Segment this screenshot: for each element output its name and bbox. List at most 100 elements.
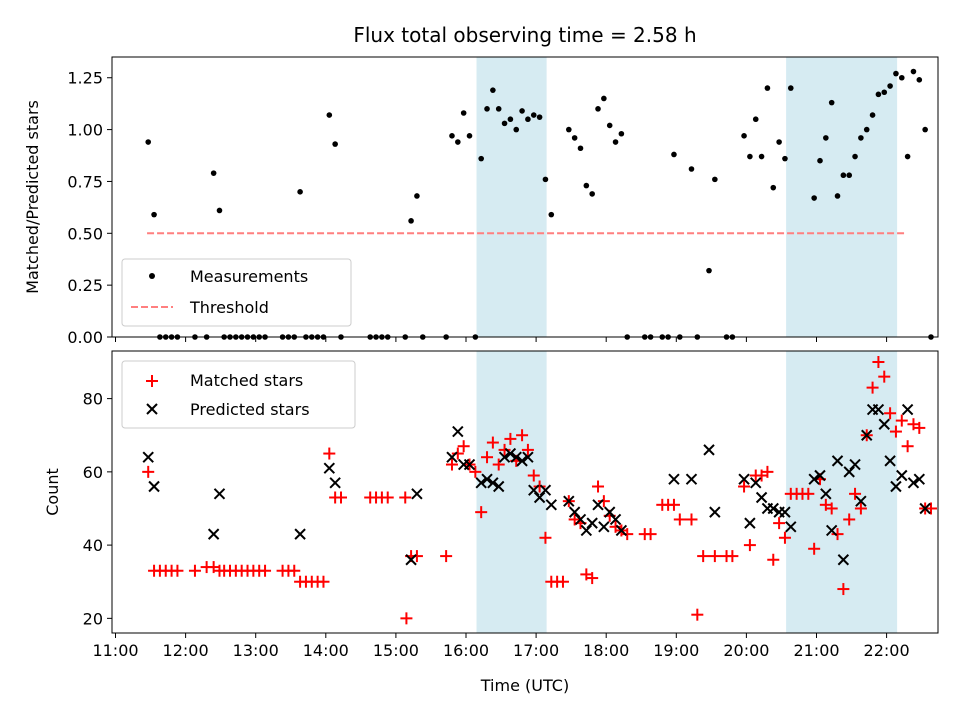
predicted-point-b xyxy=(837,554,850,566)
chart-title: Flux total observing time = 2.58 h xyxy=(353,23,696,47)
top-panel: 0.00 0.25 0.50 0.75 1.00 1.25 Matched/Predict… xyxy=(23,56,939,347)
measurement-point xyxy=(478,155,484,162)
bottom-legend-box xyxy=(121,360,356,429)
matched-point xyxy=(773,517,786,530)
predicted-point xyxy=(872,403,885,416)
matched-point xyxy=(586,572,599,585)
predicted-point-b xyxy=(592,499,604,511)
predicted-point-b xyxy=(481,473,493,485)
predicted-point xyxy=(446,451,458,463)
predicted-point xyxy=(411,488,423,500)
measurement-point xyxy=(606,122,613,129)
matched-point xyxy=(831,528,844,541)
predicted-point xyxy=(510,451,522,463)
predicted-point xyxy=(598,521,610,533)
predicted-point xyxy=(592,499,604,511)
predicted-point xyxy=(750,477,762,489)
predicted-point xyxy=(825,524,838,537)
measurement-point xyxy=(922,126,928,133)
measurement-point xyxy=(566,126,572,133)
highlight-interval-1 xyxy=(786,351,898,633)
legend-marker-measurements xyxy=(149,273,155,279)
measurement-point xyxy=(688,166,695,172)
predicted-point-b xyxy=(615,524,628,537)
measurement-point xyxy=(490,87,496,93)
top-axes-frame xyxy=(111,56,939,338)
measurement-point xyxy=(898,74,905,81)
x-tick-label: 14:00 xyxy=(303,641,349,660)
predicted-point-b xyxy=(329,477,341,489)
legend-marker-matched xyxy=(146,375,158,387)
matched-point xyxy=(259,564,272,577)
matched-point xyxy=(708,550,721,563)
measurement-point xyxy=(904,153,911,160)
matched-point xyxy=(878,370,891,383)
measurement-point xyxy=(589,191,595,197)
measurement-point xyxy=(571,135,578,141)
bottom-panel: 11:00 12:00 13:00 14:00 15:00 16:00 17:00 18:00… xyxy=(43,350,939,695)
predicted-point-b xyxy=(603,506,616,518)
measurement-point xyxy=(770,184,777,191)
measurement-point xyxy=(583,182,590,189)
predicted-point xyxy=(528,484,540,496)
matched-point xyxy=(895,414,908,427)
measurement-point xyxy=(787,85,794,91)
predicted-point xyxy=(744,517,756,529)
matched-point xyxy=(457,440,470,453)
bottom-x-ticks: 11:00 12:00 13:00 14:00 15:00 16:00 17:00 18:00… xyxy=(92,633,910,660)
legend-marker-predicted xyxy=(146,403,158,415)
predicted-point xyxy=(738,473,750,485)
measurement-point xyxy=(811,195,817,201)
x-tick-label: 20:00 xyxy=(723,641,769,660)
matched-point xyxy=(334,491,347,504)
predicted-point xyxy=(493,480,505,493)
measurement-point xyxy=(326,112,333,118)
predicted-point xyxy=(516,455,528,467)
predicted-point-b xyxy=(475,477,487,489)
legend-label-measurements: Measurements xyxy=(190,267,308,286)
measurement-point xyxy=(507,116,514,123)
matched-point xyxy=(142,465,155,478)
top-legend-box xyxy=(121,258,352,327)
matched-point xyxy=(400,612,413,625)
top-highlight-layer xyxy=(476,57,898,337)
predicted-point-b xyxy=(522,451,534,463)
measurement-point xyxy=(852,153,858,160)
x-tick-label: 17:00 xyxy=(513,641,559,660)
y-tick-label: 20 xyxy=(83,609,103,628)
matched-point xyxy=(451,447,464,460)
measurement-point xyxy=(455,139,461,145)
predicted-point-b xyxy=(510,451,522,463)
measurement-point xyxy=(210,170,217,176)
matched-point xyxy=(726,550,739,563)
matched-point xyxy=(825,502,838,515)
top-y-axis-label: Matched/Predicted stars xyxy=(23,100,42,294)
y-tick-label: 80 xyxy=(83,390,103,409)
predicted-point-b xyxy=(539,484,552,496)
predicted-point xyxy=(563,495,575,507)
matched-point xyxy=(533,480,546,493)
matched-point xyxy=(597,495,610,508)
matched-point xyxy=(621,528,634,541)
predicted-point xyxy=(878,418,890,430)
matched-point xyxy=(486,436,499,449)
predicted-point xyxy=(405,554,417,566)
matched-point xyxy=(521,443,534,456)
predicted-point-b xyxy=(861,429,873,441)
measurement-point xyxy=(916,77,923,83)
x-tick-label: 13:00 xyxy=(233,641,279,660)
measurement-point xyxy=(536,114,543,120)
y-tick-label: 40 xyxy=(83,536,103,555)
matched-point xyxy=(498,443,511,456)
predicted-point xyxy=(896,469,908,482)
measurement-point xyxy=(408,218,414,224)
measurement-point xyxy=(513,126,520,133)
predicted-point xyxy=(545,499,557,511)
measurement-point xyxy=(858,135,864,141)
measurement-point xyxy=(887,83,893,89)
predicted-point xyxy=(329,477,341,489)
predicted-point-b xyxy=(668,473,680,485)
measurement-point xyxy=(449,133,455,139)
predicted-point-b xyxy=(750,477,762,489)
